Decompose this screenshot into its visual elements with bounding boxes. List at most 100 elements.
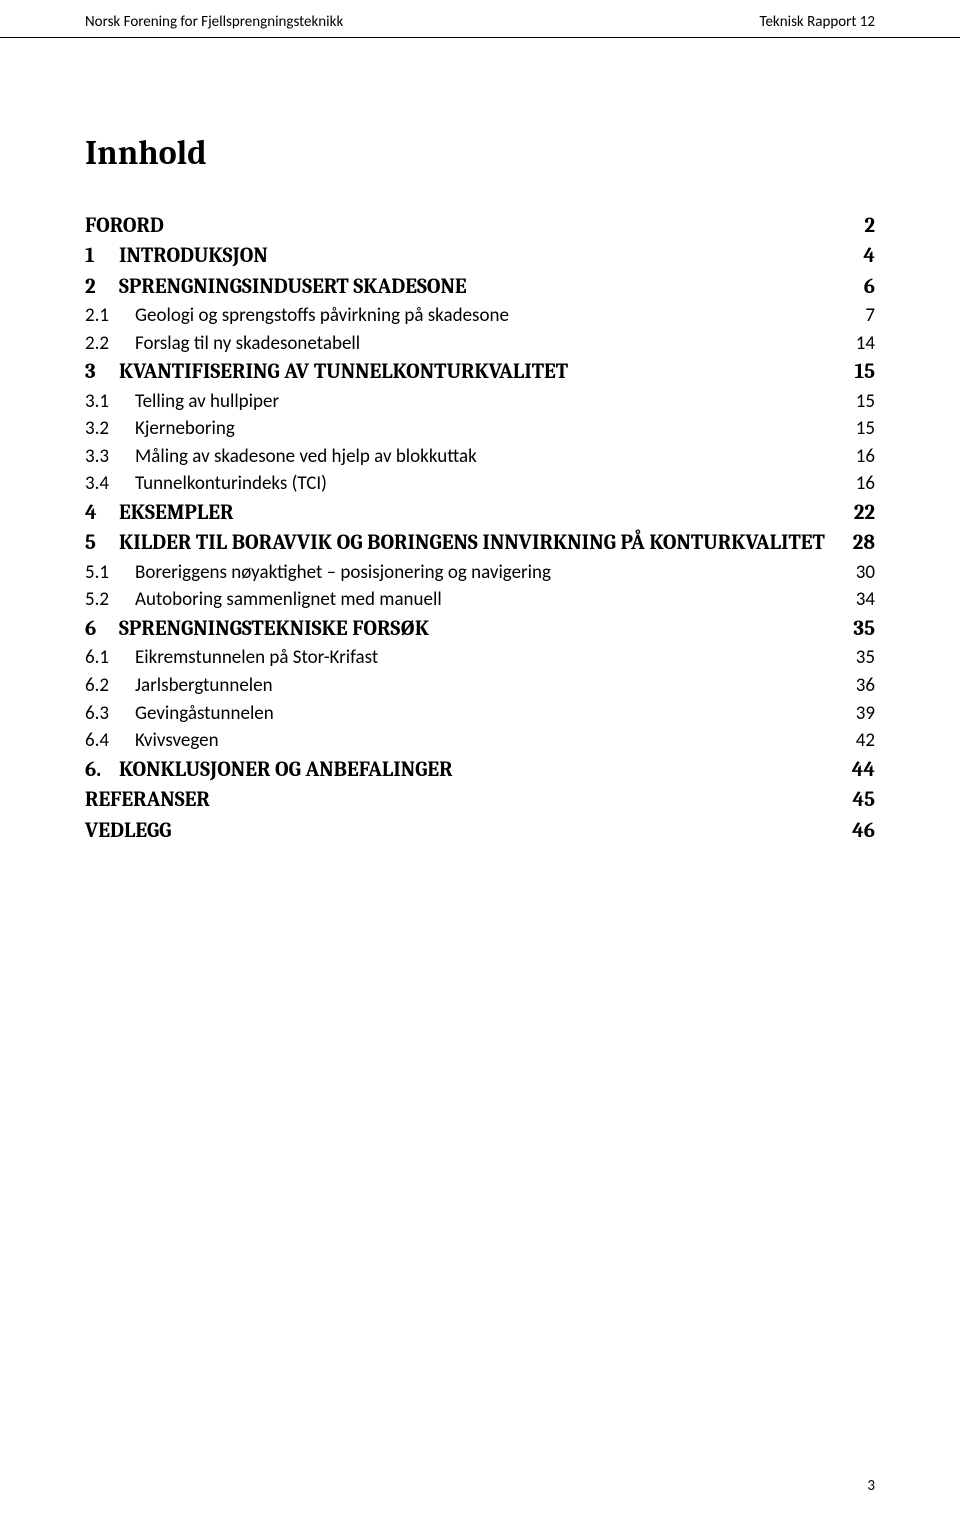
toc-entry-number: 6. bbox=[85, 755, 119, 785]
toc-title: Innhold bbox=[85, 133, 875, 173]
toc-entry-page: 36 bbox=[836, 672, 875, 700]
toc-entry-number: 5 bbox=[85, 528, 119, 558]
toc-entry-label: 5KILDER TIL BORAVVIK OG BORINGENS INNVIR… bbox=[85, 528, 825, 558]
toc-entry-number: 4 bbox=[85, 498, 119, 528]
toc-entry: 6.4Kvivsvegen 42 bbox=[85, 727, 875, 755]
toc-entry: 6.3Gevingåstunnelen 39 bbox=[85, 700, 875, 728]
toc-entry-text: SPRENGNINGSTEKNISKE FORSØK bbox=[119, 614, 429, 644]
toc-entry-text: Kjerneboring bbox=[135, 415, 235, 443]
toc-entry-page: 2 bbox=[844, 211, 875, 241]
header-right: Teknisk Rapport 12 bbox=[759, 13, 875, 31]
toc-entry-number: 6 bbox=[85, 614, 119, 644]
toc-entry-page: 14 bbox=[836, 330, 875, 358]
toc-entry-text: KVANTIFISERING AV TUNNELKONTURKVALITET bbox=[119, 357, 568, 387]
toc-entry-label: VEDLEGG bbox=[85, 816, 171, 846]
toc-entry-page: 6 bbox=[844, 272, 875, 302]
toc-entry: 5.2Autoboring sammenlignet med manuell 34 bbox=[85, 586, 875, 614]
toc-entry: 5.1Boreriggens nøyaktighet – posisjoneri… bbox=[85, 559, 875, 587]
toc-entry-page: 28 bbox=[833, 528, 875, 558]
toc-entry-label: 6.3Gevingåstunnelen bbox=[85, 700, 274, 728]
toc-entry-number: 6.4 bbox=[85, 727, 135, 755]
toc-entry-text: Boreriggens nøyaktighet – posisjonering … bbox=[135, 559, 551, 587]
toc-entry-text: Geologi og sprengstoffs påvirkning på sk… bbox=[135, 302, 509, 330]
page-content: Innhold FORORD21INTRODUKSJON42SPRENGNING… bbox=[0, 38, 960, 846]
toc-entry-number: 2 bbox=[85, 272, 119, 302]
toc-entry-text: EKSEMPLER bbox=[119, 498, 233, 528]
toc-entry-label: 6.4Kvivsvegen bbox=[85, 727, 219, 755]
toc-entry-page: 7 bbox=[845, 302, 875, 330]
toc-entry-page: 35 bbox=[833, 614, 875, 644]
toc-entry-text: Telling av hullpiper bbox=[135, 388, 279, 416]
toc-entry-number: 6.2 bbox=[85, 672, 135, 700]
toc-entry: 3KVANTIFISERING AV TUNNELKONTURKVALITET 1… bbox=[85, 357, 875, 387]
toc-entry-text: INTRODUKSJON bbox=[119, 241, 268, 271]
toc-entry-page: 39 bbox=[836, 700, 875, 728]
toc-entry-page: 15 bbox=[836, 388, 875, 416]
toc-entry-label: FORORD bbox=[85, 211, 164, 241]
toc-entry-page: 42 bbox=[836, 727, 875, 755]
toc-entry-label: 3.2Kjerneboring bbox=[85, 415, 235, 443]
toc-entry: 3.4Tunnelkonturindeks (TCI) 16 bbox=[85, 470, 875, 498]
toc-entry: REFERANSER 45 bbox=[85, 785, 875, 815]
toc-entry: 2SPRENGNINGSINDUSERT SKADESONE 6 bbox=[85, 272, 875, 302]
toc-entry: 6.1Eikremstunnelen på Stor-Krifast 35 bbox=[85, 644, 875, 672]
toc-entry-text: Kvivsvegen bbox=[135, 727, 219, 755]
page-header: Norsk Forening for Fjellsprengningstekni… bbox=[0, 0, 960, 38]
toc-entry-number: 2.1 bbox=[85, 302, 135, 330]
toc-entry-number: 3.3 bbox=[85, 443, 135, 471]
toc-entry: VEDLEGG 46 bbox=[85, 816, 875, 846]
toc-entry-text: SPRENGNINGSINDUSERT SKADESONE bbox=[119, 272, 467, 302]
toc-entry-page: 16 bbox=[836, 443, 875, 471]
toc-entry-text: Jarlsbergtunnelen bbox=[135, 672, 273, 700]
toc-entry-label: 3.3Måling av skadesone ved hjelp av blok… bbox=[85, 443, 477, 471]
header-left: Norsk Forening for Fjellsprengningstekni… bbox=[85, 13, 343, 31]
toc-entry-text: Gevingåstunnelen bbox=[135, 700, 274, 728]
toc-entry-text: VEDLEGG bbox=[85, 816, 171, 846]
toc-entry-label: 6.1Eikremstunnelen på Stor-Krifast bbox=[85, 644, 378, 672]
toc-entry-number: 6.1 bbox=[85, 644, 135, 672]
toc-entry-number: 1 bbox=[85, 241, 119, 271]
toc-entry-page: 34 bbox=[836, 586, 875, 614]
toc-entry-label: 5.1Boreriggens nøyaktighet – posisjoneri… bbox=[85, 559, 551, 587]
toc-entry-number: 5.1 bbox=[85, 559, 135, 587]
toc-entry: 2.2Forslag til ny skadesonetabell 14 bbox=[85, 330, 875, 358]
toc-entry-label: 5.2Autoboring sammenlignet med manuell bbox=[85, 586, 442, 614]
toc-entry: 2.1Geologi og sprengstoffs påvirkning på… bbox=[85, 302, 875, 330]
toc-entry-page: 15 bbox=[836, 415, 875, 443]
toc-entry-label: REFERANSER bbox=[85, 785, 210, 815]
toc-entry-text: KONKLUSJONER OG ANBEFALINGER bbox=[119, 755, 453, 785]
toc-entry-label: 2.2Forslag til ny skadesonetabell bbox=[85, 330, 360, 358]
toc-entry: 5KILDER TIL BORAVVIK OG BORINGENS INNVIR… bbox=[85, 528, 875, 558]
toc-entry: 4EKSEMPLER22 bbox=[85, 498, 875, 528]
toc-entry-page: 4 bbox=[843, 241, 875, 271]
toc-entry-label: 6.2Jarlsbergtunnelen bbox=[85, 672, 273, 700]
toc-entry-number: 5.2 bbox=[85, 586, 135, 614]
toc-entry-text: Tunnelkonturindeks (TCI) bbox=[135, 470, 327, 498]
toc-entry-page: 30 bbox=[836, 559, 875, 587]
toc-container: FORORD21INTRODUKSJON42SPRENGNINGSINDUSER… bbox=[85, 211, 875, 846]
toc-entry-page: 45 bbox=[832, 785, 875, 815]
toc-entry-page: 15 bbox=[834, 357, 875, 387]
toc-entry-number: 3.2 bbox=[85, 415, 135, 443]
toc-entry-label: 3KVANTIFISERING AV TUNNELKONTURKVALITET bbox=[85, 357, 568, 387]
toc-entry-number: 6.3 bbox=[85, 700, 135, 728]
toc-entry-page: 46 bbox=[832, 816, 875, 846]
toc-entry-text: Forslag til ny skadesonetabell bbox=[135, 330, 360, 358]
toc-entry-label: 3.1Telling av hullpiper bbox=[85, 388, 279, 416]
toc-entry-label: 6SPRENGNINGSTEKNISKE FORSØK bbox=[85, 614, 429, 644]
toc-entry-label: 4EKSEMPLER bbox=[85, 498, 233, 528]
toc-entry-page: 16 bbox=[836, 470, 875, 498]
toc-entry-number: 3.4 bbox=[85, 470, 135, 498]
toc-entry: 6.2Jarlsbergtunnelen 36 bbox=[85, 672, 875, 700]
toc-entry-label: 2.1Geologi og sprengstoffs påvirkning på… bbox=[85, 302, 509, 330]
toc-entry-text: KILDER TIL BORAVVIK OG BORINGENS INNVIRK… bbox=[119, 528, 825, 558]
toc-entry-label: 6.KONKLUSJONER OG ANBEFALINGER bbox=[85, 755, 453, 785]
toc-entry: 6SPRENGNINGSTEKNISKE FORSØK 35 bbox=[85, 614, 875, 644]
toc-entry-text: Måling av skadesone ved hjelp av blokkut… bbox=[135, 443, 477, 471]
toc-entry: 1INTRODUKSJON 4 bbox=[85, 241, 875, 271]
toc-entry-number: 2.2 bbox=[85, 330, 135, 358]
toc-entry: FORORD 2 bbox=[85, 211, 875, 241]
toc-entry-page: 35 bbox=[836, 644, 875, 672]
toc-entry-label: 1INTRODUKSJON bbox=[85, 241, 268, 271]
toc-entry-text: Autoboring sammenlignet med manuell bbox=[135, 586, 442, 614]
